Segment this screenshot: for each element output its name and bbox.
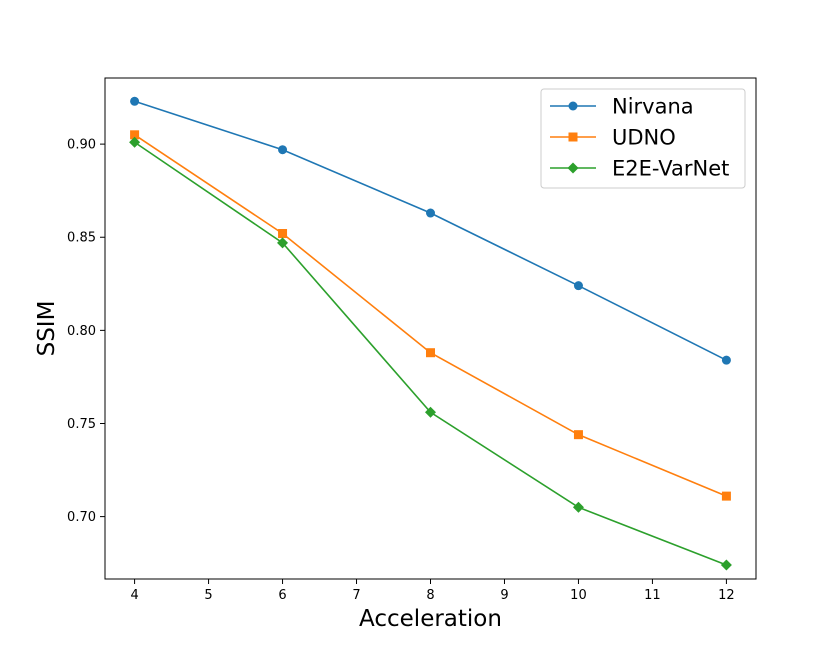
data-point-e2e-varnet xyxy=(572,501,584,513)
y-tick-label: 0.75 xyxy=(67,417,96,432)
data-point-nirvana xyxy=(426,208,435,218)
legend-label-udno: UDNO xyxy=(612,126,676,150)
legend-label-e2e-varnet: E2E-VarNet xyxy=(612,157,729,181)
legend-item-udno: UDNO xyxy=(550,126,676,150)
data-point-e2e-varnet xyxy=(425,406,436,418)
y-tick-label: 0.80 xyxy=(67,324,96,339)
data-point-udno xyxy=(130,130,140,140)
y-axis-title: SSIM xyxy=(34,301,60,357)
legend-item-nirvana: Nirvana xyxy=(550,95,694,119)
legend-marker-e2e-varnet xyxy=(567,162,579,174)
data-point-nirvana xyxy=(573,281,583,291)
series-e2e-varnet xyxy=(129,136,732,571)
data-point-e2e-varnet xyxy=(277,237,289,249)
data-point-udno xyxy=(573,430,583,440)
y-tick-label: 0.85 xyxy=(67,231,96,246)
data-point-udno xyxy=(278,229,288,239)
x-tick-label: 8 xyxy=(426,588,434,603)
data-point-e2e-varnet xyxy=(129,136,141,148)
legend-label-nirvana: Nirvana xyxy=(612,95,694,119)
data-point-nirvana xyxy=(721,355,731,365)
x-tick-label: 4 xyxy=(130,588,138,603)
legend: Nirvana UDNO E2E-VarNet xyxy=(540,88,746,189)
legend-marker-nirvana xyxy=(568,101,578,111)
data-point-udno xyxy=(426,348,435,358)
x-tick-label: 12 xyxy=(718,588,735,603)
x-tick-label: 5 xyxy=(204,588,212,603)
x-axis: 4 5 6 7 8 9 10 11 12 xyxy=(130,579,735,603)
x-tick-label: 6 xyxy=(278,588,286,603)
y-axis: 0.70 0.75 0.80 0.85 0.90 xyxy=(67,138,105,525)
x-tick-label: 10 xyxy=(570,588,587,603)
y-tick-label: 0.90 xyxy=(67,138,96,153)
legend-box xyxy=(540,88,746,189)
x-axis-title: Acceleration xyxy=(359,606,502,632)
data-point-e2e-varnet xyxy=(720,559,732,571)
x-tick-label: 9 xyxy=(500,588,508,603)
data-point-nirvana xyxy=(130,96,140,106)
legend-marker-udno xyxy=(568,132,578,142)
y-tick-label: 0.70 xyxy=(67,510,96,525)
series-udno xyxy=(130,130,731,501)
data-point-udno xyxy=(721,491,731,501)
x-tick-label: 7 xyxy=(352,588,360,603)
series-nirvana xyxy=(130,96,731,365)
data-point-nirvana xyxy=(278,145,288,155)
legend-item-e2e-varnet: E2E-VarNet xyxy=(550,157,729,181)
series-layer xyxy=(129,96,732,571)
x-tick-label: 11 xyxy=(644,588,661,603)
